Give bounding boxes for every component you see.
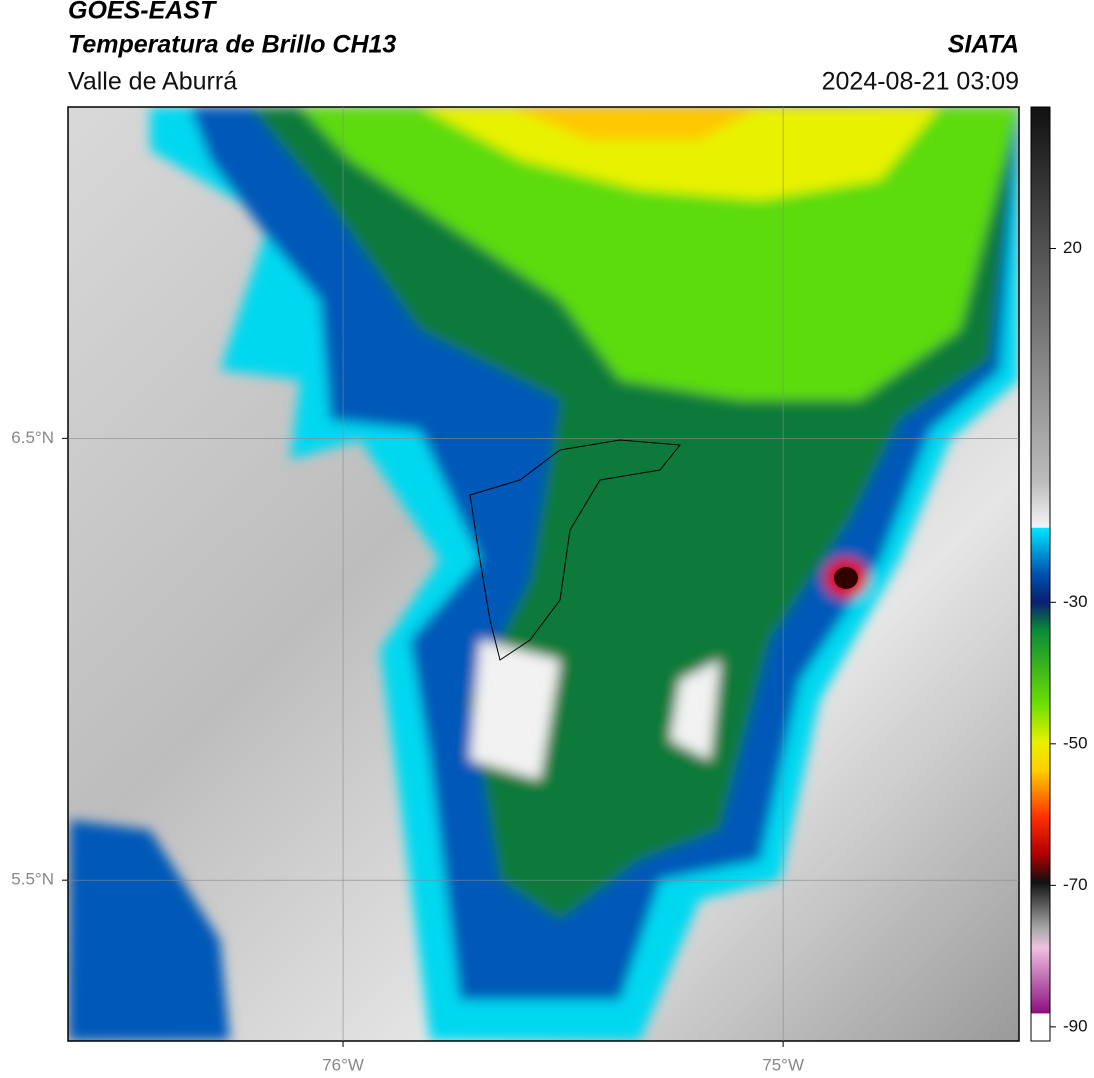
map-frame xyxy=(67,106,1020,1042)
colorbar-tick-label: -30 xyxy=(1063,592,1088,611)
map-image xyxy=(68,107,1019,1041)
colorbar-tick-label: -50 xyxy=(1063,733,1088,752)
title: GOES-EAST xyxy=(68,0,218,25)
region: Valle de Aburrá xyxy=(68,68,237,96)
x-tick-label: 75°W xyxy=(762,1055,804,1074)
colorbar-tick-label: -90 xyxy=(1063,1016,1088,1035)
y-tick-label: 6.5°N xyxy=(11,428,54,447)
colorbar xyxy=(1030,106,1051,1042)
x-tick-label: 76°W xyxy=(322,1055,364,1074)
source: SIATA xyxy=(948,31,1019,59)
timestamp: 2024-08-21 03:09 xyxy=(822,68,1019,96)
y-tick-label: 5.5°N xyxy=(11,870,54,889)
colorbar-tick-label: -70 xyxy=(1063,875,1088,894)
colorbar-tick-label: 20 xyxy=(1063,238,1082,257)
subtitle: Temperatura de Brillo CH13 xyxy=(68,31,396,59)
